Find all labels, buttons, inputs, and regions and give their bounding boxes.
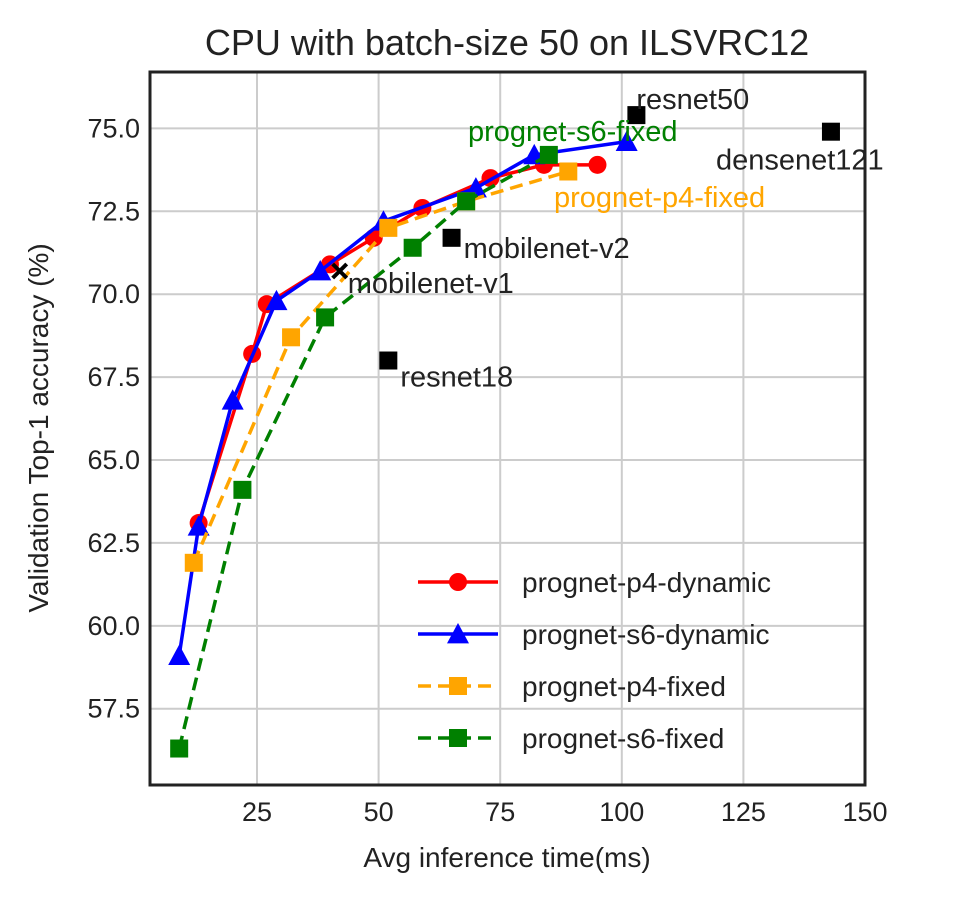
- legend-marker: [449, 677, 467, 695]
- data-point: [265, 289, 288, 311]
- y-tick-label: 62.5: [87, 528, 140, 558]
- baseline-label: resnet18: [400, 362, 513, 394]
- x-tick-label: 125: [721, 797, 766, 827]
- data-point: [457, 192, 476, 211]
- series-annotation: prognet-s6-fixed: [468, 116, 678, 148]
- baseline-marker: [442, 228, 461, 247]
- y-tick-label: 65.0: [87, 445, 140, 475]
- legend-marker: [449, 729, 467, 747]
- baseline-marker: [331, 262, 349, 280]
- y-tick-label: 57.5: [87, 694, 140, 724]
- x-tick-label: 50: [364, 797, 394, 827]
- data-point: [615, 130, 638, 151]
- y-tick-label: 70.0: [87, 279, 140, 309]
- baseline-marker: [379, 351, 398, 370]
- data-point: [588, 155, 607, 174]
- legend-label: prognet-s6-fixed: [522, 723, 724, 754]
- x-tick-labels: 25 50 75 100 125 150: [242, 797, 888, 827]
- plot-frame: [148, 70, 867, 787]
- data-point: [403, 238, 422, 257]
- y-axis-title: Validation Top-1 accuracy (%): [23, 243, 54, 612]
- legend-label: prognet-p4-fixed: [522, 671, 726, 702]
- legend-item: prognet-s6-dynamic: [418, 619, 769, 650]
- annotation-layer: prognet-s6-fixed prognet-p4-fixed: [468, 116, 765, 214]
- y-tick-labels: 57.5 60.0 62.5 65.0 67.5 70.0 72.5 75.0: [87, 113, 140, 723]
- baseline-marker: [627, 106, 646, 125]
- y-tick-label: 60.0: [87, 611, 140, 641]
- x-axis-title: Avg inference time(ms): [363, 842, 650, 873]
- data-point: [168, 644, 191, 666]
- series-layer: [168, 130, 638, 758]
- data-point: [539, 145, 558, 164]
- series-prognet-s6-fixed: [170, 145, 558, 758]
- legend-item: prognet-p4-fixed: [418, 671, 726, 702]
- x-tick-label: 75: [485, 797, 515, 827]
- data-point: [282, 328, 301, 347]
- y-tick-label: 67.5: [87, 362, 140, 392]
- data-point: [309, 259, 332, 281]
- legend-marker: [447, 623, 469, 644]
- data-point: [559, 162, 578, 181]
- y-tick-label: 75.0: [87, 113, 140, 143]
- x-tick-label: 25: [242, 797, 272, 827]
- baseline-label: mobilenet-v1: [348, 268, 514, 300]
- legend-item: prognet-s6-fixed: [418, 723, 724, 754]
- data-point: [316, 308, 335, 327]
- legend-marker: [449, 573, 467, 591]
- x-tick-label: 100: [599, 797, 644, 827]
- legend-item: prognet-p4-dynamic: [418, 567, 771, 598]
- baseline-label: densenet121: [716, 145, 884, 177]
- legend-label: prognet-s6-dynamic: [522, 619, 769, 650]
- data-point: [170, 739, 189, 758]
- data-point: [379, 218, 398, 237]
- baseline-marker-stroke: [331, 262, 349, 280]
- baseline-marker: [821, 122, 840, 141]
- x-tick-label: 150: [842, 797, 887, 827]
- legend: prognet-p4-dynamic prognet-s6-dynamic prog…: [418, 567, 771, 754]
- legend-label: prognet-p4-dynamic: [522, 567, 771, 598]
- baseline-label: mobilenet-v2: [464, 233, 630, 265]
- y-tick-label: 72.5: [87, 196, 140, 226]
- data-point: [464, 177, 487, 198]
- baseline-label: resnet50: [636, 84, 749, 116]
- data-point: [187, 515, 210, 536]
- data-point: [233, 480, 252, 499]
- series-line: [177, 153, 550, 749]
- data-point: [184, 553, 203, 572]
- data-point: [221, 389, 244, 410]
- baseline-layer: resnet50 densenet121 mobilenet-v2mobilenet…: [331, 84, 884, 394]
- series-annotation: prognet-p4-fixed: [554, 182, 765, 214]
- chart-title: CPU with batch-size 50 on ILSVRC12: [205, 22, 809, 63]
